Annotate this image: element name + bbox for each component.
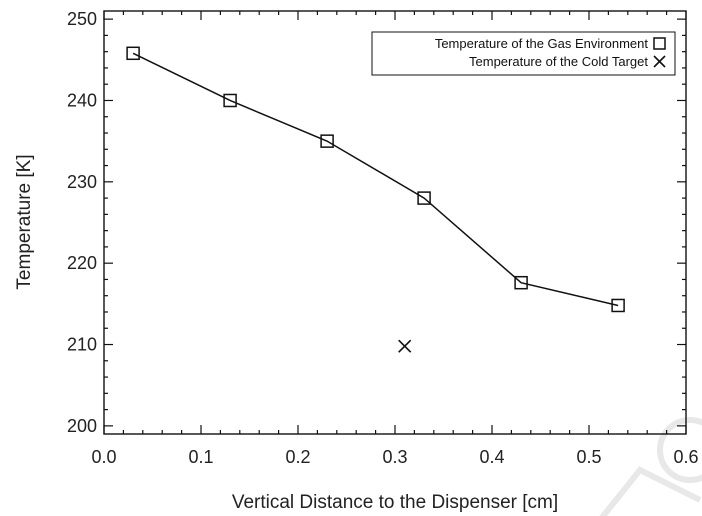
y-axis-title: Temperature [K] xyxy=(14,154,35,289)
series-line xyxy=(132,52,619,307)
x-tick-label: 0.0 xyxy=(91,447,116,467)
legend-label-target: Temperature of the Cold Target xyxy=(469,54,648,69)
y-tick-label: 220 xyxy=(67,253,97,273)
legend: Temperature of the Gas Environment Tempe… xyxy=(371,31,676,76)
series-0 xyxy=(126,46,625,313)
y-axis-tick-labels: 200 210 220 230 240 250 xyxy=(67,9,97,436)
data-point-square xyxy=(611,298,625,313)
data-point-x xyxy=(398,339,412,353)
series-1 xyxy=(398,339,412,353)
data-point-square xyxy=(514,275,528,290)
legend-marker-x xyxy=(653,55,666,68)
x-axis-ticks xyxy=(103,11,687,434)
data-point-square xyxy=(417,191,431,205)
data-point-square xyxy=(320,134,334,148)
x-tick-label: 0.6 xyxy=(673,447,698,467)
x-axis-title: Vertical Distance to the Dispenser [cm] xyxy=(232,492,558,513)
series-layer xyxy=(126,46,625,353)
x-tick-label: 0.3 xyxy=(382,447,407,467)
y-tick-label: 200 xyxy=(67,416,97,436)
x-axis-tick-labels: 0.0 0.1 0.2 0.3 0.4 0.5 0.6 xyxy=(91,447,698,467)
x-tick-label: 0.5 xyxy=(576,447,601,467)
y-axis-ticks xyxy=(104,18,686,427)
y-tick-label: 210 xyxy=(67,335,97,355)
y-tick-label: 230 xyxy=(67,172,97,192)
legend-marker-square xyxy=(653,37,666,50)
x-tick-label: 0.2 xyxy=(285,447,310,467)
y-tick-label: 250 xyxy=(67,9,97,29)
x-tick-label: 0.4 xyxy=(479,447,504,467)
x-tick-label: 0.1 xyxy=(188,447,213,467)
watermark-shapes xyxy=(599,417,702,516)
data-point-square xyxy=(223,93,237,108)
data-point-square xyxy=(126,46,140,61)
legend-label-gas: Temperature of the Gas Environment xyxy=(435,36,649,51)
legend-box xyxy=(371,31,676,76)
y-tick-label: 240 xyxy=(67,90,97,110)
